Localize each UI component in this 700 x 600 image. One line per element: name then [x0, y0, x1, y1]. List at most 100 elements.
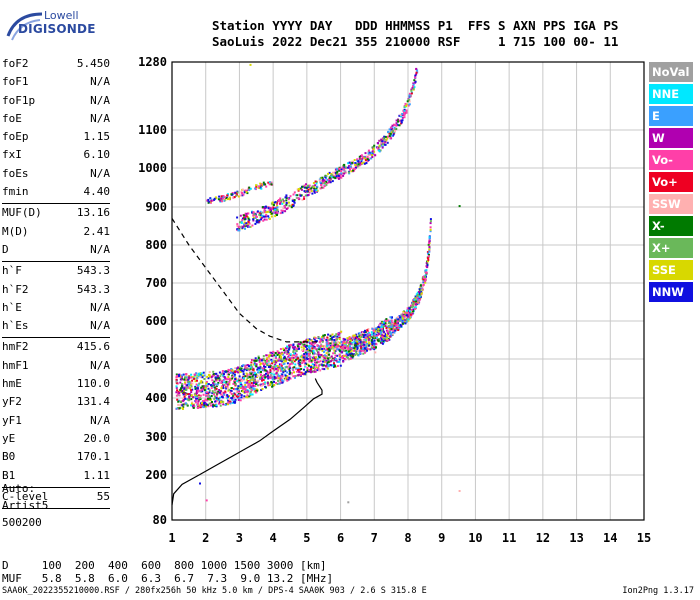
echo-point — [374, 327, 377, 330]
echo-point — [392, 329, 395, 332]
y-tick-label: 800 — [145, 238, 167, 252]
echo-point — [262, 382, 265, 385]
echo-point — [307, 185, 310, 188]
echo-point — [341, 345, 344, 348]
echo-point — [356, 158, 359, 161]
param-name: h`F2 — [2, 282, 29, 296]
echo-point — [325, 338, 328, 341]
param-value: 6.10 — [83, 148, 111, 162]
plot-frame — [171, 61, 645, 521]
echo-point — [377, 149, 380, 152]
echo-point — [240, 378, 243, 381]
echo-point — [226, 387, 229, 390]
echo-point — [250, 364, 253, 367]
echo-point — [221, 370, 224, 372]
echo-point — [228, 400, 231, 403]
param-row-clevel: C-level 55 — [2, 488, 110, 506]
echo-point — [408, 307, 411, 310]
echo-point — [347, 358, 350, 361]
echo-point — [282, 358, 285, 361]
echo-point — [318, 179, 321, 182]
param-row-b1: B1 1.11 — [2, 467, 110, 485]
echo-point — [237, 225, 240, 228]
echo-point — [310, 359, 313, 362]
echo-point — [256, 389, 259, 392]
echo-point — [325, 352, 328, 355]
echo-point — [185, 389, 188, 391]
echo-point — [315, 180, 318, 183]
echo-point — [343, 355, 346, 357]
echo-point — [208, 391, 211, 394]
echo-point — [313, 191, 316, 193]
echo-point — [285, 203, 288, 206]
echo-point — [314, 340, 317, 343]
echo-point — [270, 183, 273, 186]
echo-point — [418, 290, 420, 293]
echo-point — [283, 349, 285, 352]
echo-point — [275, 371, 278, 374]
echo-point — [369, 348, 372, 351]
echo-point — [390, 326, 393, 328]
echo-point — [355, 350, 358, 353]
echo-point — [266, 360, 268, 362]
echo-point — [348, 161, 351, 164]
echo-point — [219, 404, 222, 407]
echo-point — [223, 383, 226, 386]
echo-point — [293, 366, 296, 369]
echo-point — [180, 404, 183, 407]
echo-point — [322, 186, 325, 189]
echo-point — [323, 334, 326, 337]
echo-point — [220, 402, 223, 405]
echo-point — [407, 309, 410, 312]
echo-point — [330, 360, 333, 363]
echo-point — [389, 333, 392, 336]
echo-point — [285, 208, 288, 210]
echo-point — [205, 403, 208, 406]
echo-point — [412, 87, 415, 90]
echo-point — [175, 381, 178, 384]
echo-point — [279, 376, 282, 379]
echo-point — [378, 139, 381, 142]
echo-point — [234, 379, 237, 382]
echo-point — [398, 324, 401, 327]
echo-point — [278, 363, 281, 366]
param-row-he: h`E N/A — [2, 299, 110, 317]
echo-point — [209, 402, 212, 404]
echo-point — [388, 132, 391, 135]
echo-point — [352, 167, 355, 170]
echo-point — [271, 366, 274, 369]
echo-point — [323, 368, 326, 371]
echo-point — [299, 373, 302, 376]
legend-item-x: X- — [649, 216, 693, 236]
y-tick-label: 700 — [145, 276, 167, 290]
echo-point — [278, 352, 281, 354]
echo-point — [178, 394, 181, 397]
echo-point — [409, 94, 412, 97]
echo-point — [411, 303, 414, 306]
echo-point — [285, 347, 288, 350]
echo-point — [274, 363, 277, 366]
echo-point — [278, 380, 281, 383]
echo-point — [340, 350, 343, 353]
echo-point — [358, 157, 361, 160]
echo-point — [352, 334, 355, 337]
echo-point — [410, 304, 413, 307]
echo-point — [380, 141, 382, 144]
echo-point — [347, 354, 350, 357]
echo-point — [199, 374, 202, 377]
echo-point — [379, 331, 382, 334]
echo-point — [389, 132, 392, 135]
echo-point — [374, 333, 377, 336]
y-tick-label: 1100 — [138, 123, 167, 137]
echo-point — [314, 370, 317, 373]
echo-point — [402, 317, 404, 320]
echo-point — [288, 346, 291, 348]
echo-point — [182, 406, 185, 408]
echo-point — [352, 346, 355, 349]
echo-point — [308, 354, 311, 357]
echo-point — [227, 403, 229, 406]
echo-point — [399, 316, 402, 319]
station-header: Station YYYY DAY DDD HHMMSS P1 FFS S AXN… — [212, 18, 618, 50]
echo-point — [183, 395, 186, 398]
echo-point — [252, 387, 255, 390]
